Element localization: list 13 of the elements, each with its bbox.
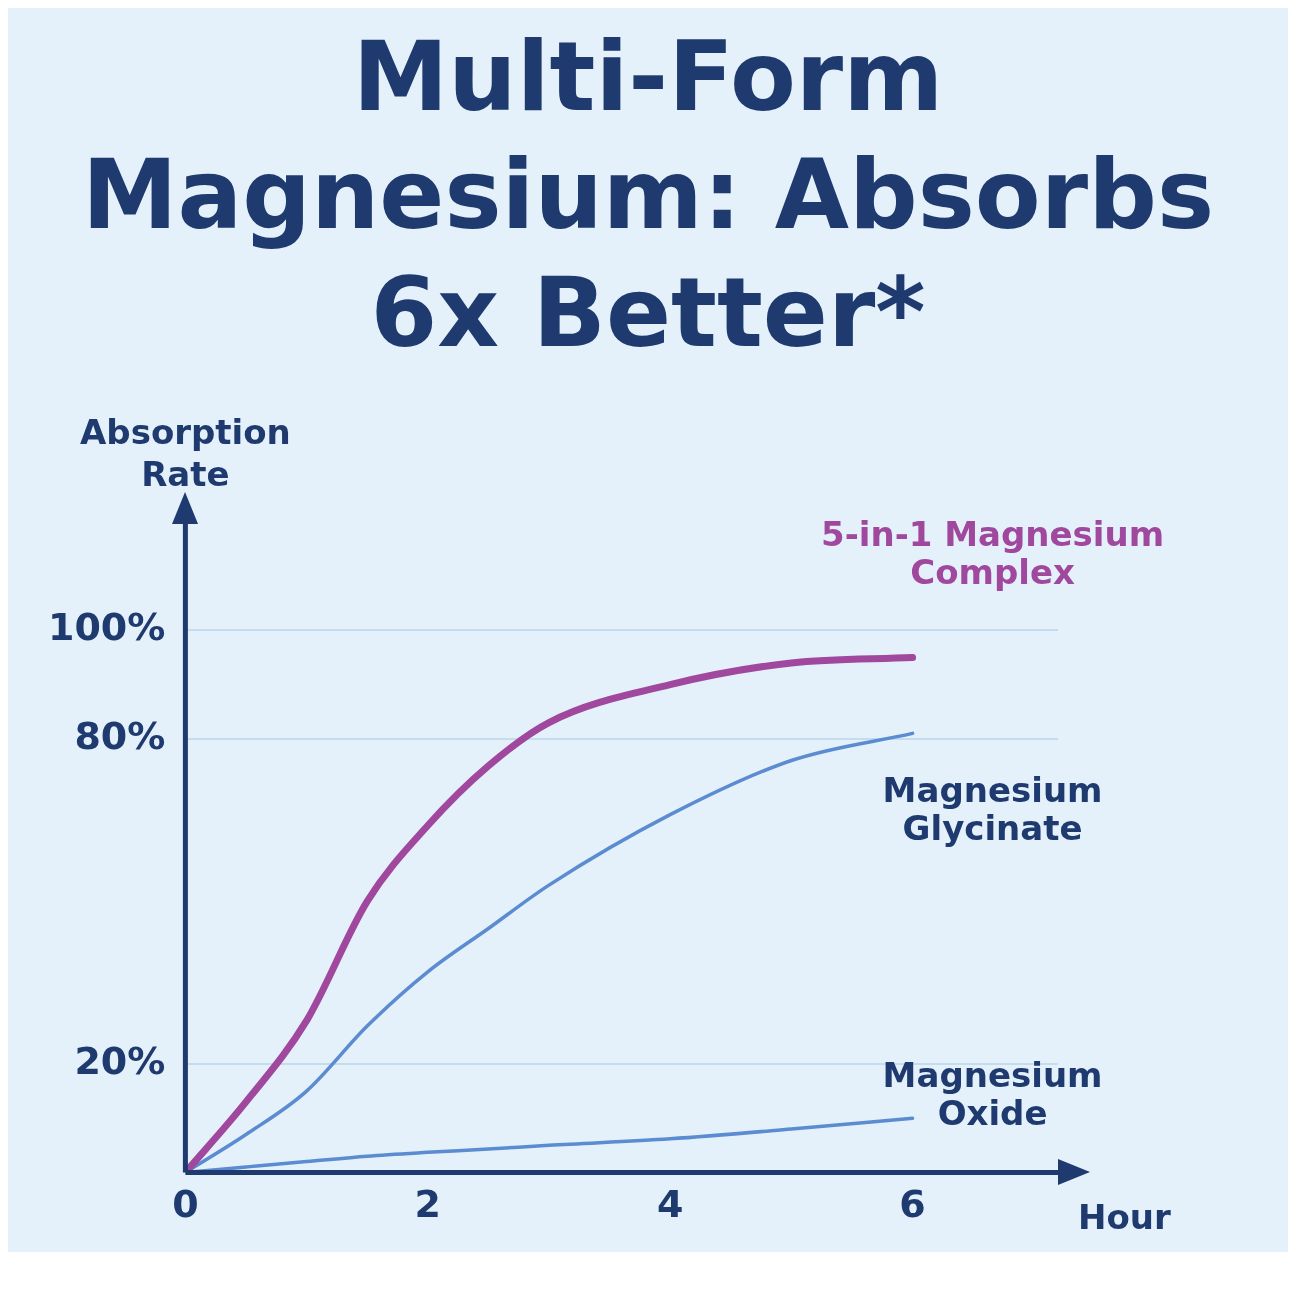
x-tick-label: 4 bbox=[656, 1182, 684, 1227]
x-tick-label: 2 bbox=[414, 1182, 442, 1227]
y-tick-label: 100% bbox=[47, 605, 166, 650]
y-axis-title: Absorption Rate bbox=[79, 411, 291, 494]
y-tick-label: 80% bbox=[74, 713, 166, 758]
y-tick-label: 20% bbox=[74, 1038, 166, 1083]
chart-title: Multi-Form Magnesium: Absorbs 6x Better* bbox=[81, 20, 1215, 371]
series-label: Magnesium Oxide bbox=[882, 1055, 1103, 1134]
series-label: Magnesium Glycinate bbox=[882, 770, 1103, 849]
text: 5-in-1 Magnesium Complex bbox=[821, 514, 1165, 593]
x-tick-label: 0 bbox=[172, 1182, 199, 1227]
x-tick-label: 6 bbox=[899, 1182, 926, 1227]
x-axis-title: Hour bbox=[1078, 1197, 1172, 1238]
